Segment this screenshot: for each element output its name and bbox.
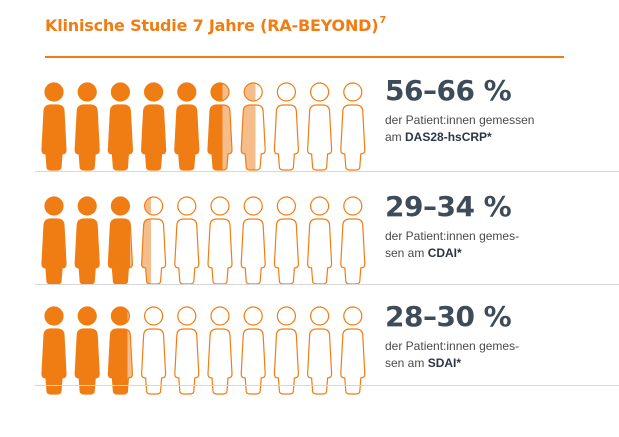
person-icon — [207, 82, 233, 171]
percent-range-1: 56–66 % — [385, 74, 512, 107]
person-icon — [240, 82, 266, 171]
person-icon — [174, 196, 200, 285]
person-icon — [140, 82, 167, 171]
person-icon — [74, 196, 100, 285]
person-icon — [306, 306, 333, 395]
person-icon — [41, 82, 67, 171]
person-icon — [140, 306, 167, 395]
person-icon — [306, 82, 333, 171]
description-1: der Patient:innen gemessen am DAS28-hsCR… — [385, 113, 535, 144]
person-icon — [207, 306, 233, 395]
person-icon — [340, 82, 366, 171]
person-icon — [340, 306, 366, 395]
person-icon — [107, 306, 134, 395]
person-icon — [273, 82, 300, 171]
title-reference: 7 — [379, 14, 387, 26]
people-icon-row-1 — [41, 82, 366, 171]
person-icon — [240, 306, 266, 395]
percent-range-3: 28–30 % — [385, 300, 512, 333]
divider-2 — [35, 284, 619, 285]
divider-1 — [35, 171, 619, 172]
person-icon — [340, 196, 366, 285]
description-2: der Patient:innen gemes- sen am CDAI* — [385, 229, 520, 260]
person-icon — [140, 196, 167, 285]
person-icon — [107, 196, 134, 285]
divider-3 — [35, 385, 619, 386]
person-icon — [74, 82, 100, 171]
person-icon — [207, 196, 233, 285]
measure-label-1: DAS28-hsCRP* — [405, 130, 492, 144]
person-icon — [107, 82, 134, 171]
people-icon-row-2 — [41, 196, 366, 285]
person-icon — [174, 82, 200, 171]
person-icon — [273, 196, 300, 285]
person-icon — [41, 196, 67, 285]
person-icon — [41, 306, 67, 395]
page-title: Klinische Studie 7 Jahre (RA-BEYOND)7 — [45, 14, 387, 35]
person-icon — [174, 306, 200, 395]
title-underline — [45, 56, 564, 58]
person-icon — [273, 306, 300, 395]
person-icon — [240, 196, 266, 285]
description-3: der Patient:innen gemes- sen am SDAI* — [385, 339, 520, 370]
measure-label-3: SDAI* — [427, 356, 462, 370]
person-icon — [306, 196, 333, 285]
person-icon — [74, 306, 100, 395]
measure-label-2: CDAI* — [427, 246, 462, 260]
percent-range-2: 29–34 % — [385, 190, 512, 223]
people-icon-row-3 — [41, 306, 366, 395]
